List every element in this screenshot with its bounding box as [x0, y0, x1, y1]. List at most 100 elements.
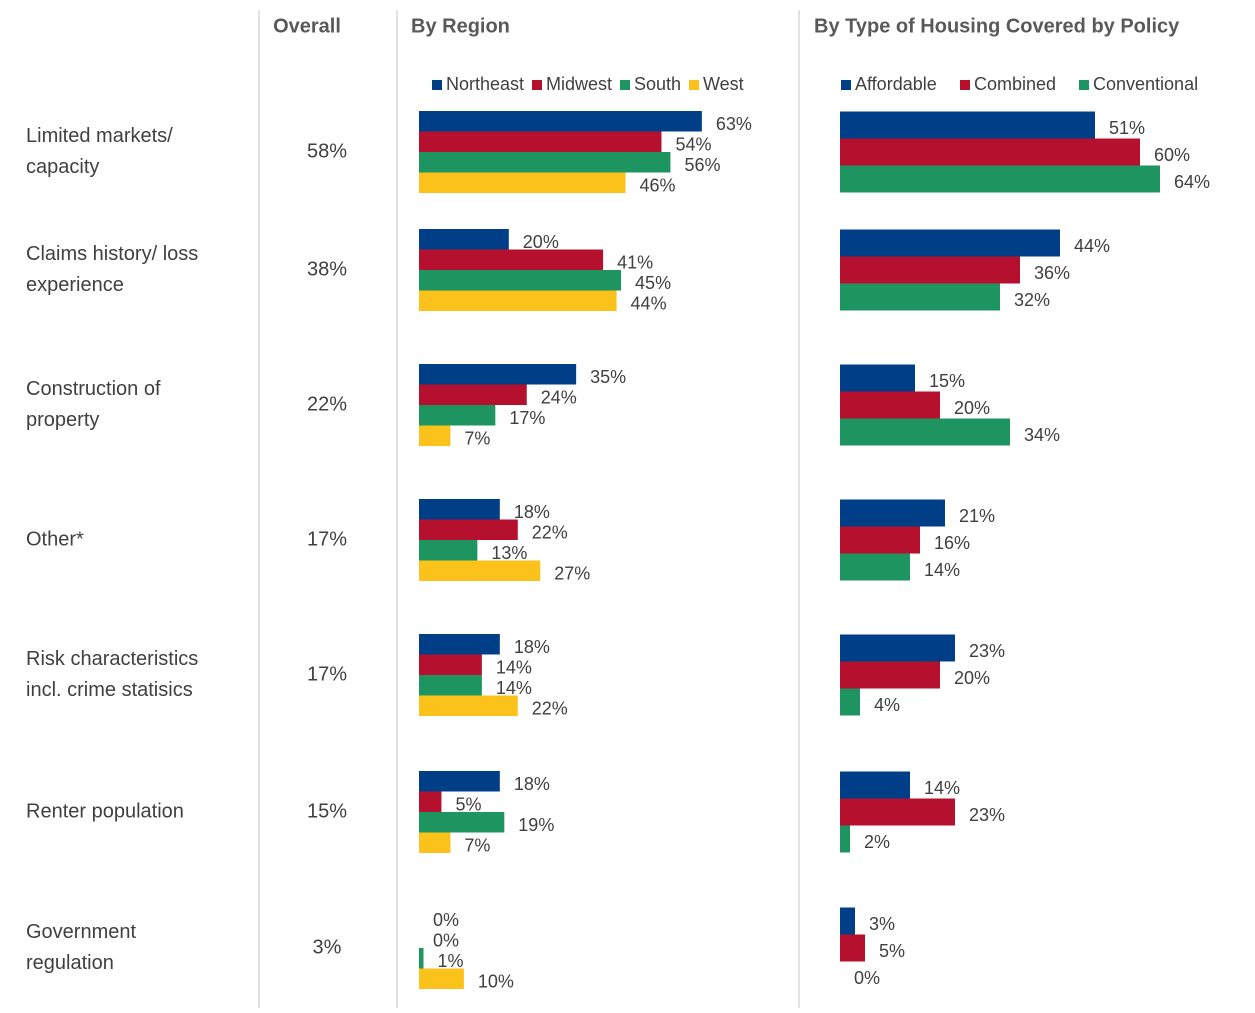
bar — [840, 934, 865, 962]
bar — [840, 688, 860, 716]
bar-label: 13% — [491, 543, 527, 563]
bar-label: 3% — [869, 914, 895, 934]
bar — [419, 968, 464, 989]
legend-label: Combined — [974, 74, 1056, 94]
bar-label: 4% — [874, 695, 900, 715]
bar-label: 22% — [532, 699, 568, 719]
bar-label: 45% — [635, 273, 671, 293]
bar-label: 14% — [924, 560, 960, 580]
bar — [419, 131, 662, 152]
legend-label: Midwest — [546, 74, 612, 94]
bar-label: 15% — [929, 371, 965, 391]
bar-label: 0% — [433, 910, 459, 930]
bar-label: 54% — [675, 135, 711, 155]
bar — [419, 519, 518, 540]
overall-value: 17% — [307, 528, 347, 550]
bar-label: 0% — [433, 931, 459, 951]
bar — [840, 526, 920, 554]
legend-swatch — [432, 80, 442, 90]
bar — [840, 364, 915, 392]
row-label: Other* — [26, 528, 84, 550]
bar — [419, 290, 617, 311]
bar — [840, 771, 910, 799]
row-label: Government — [26, 921, 136, 943]
bar — [840, 111, 1095, 139]
row-label: Risk characteristics — [26, 648, 198, 670]
bar — [419, 948, 424, 969]
legend-swatch — [689, 80, 699, 90]
bar-label: 20% — [954, 668, 990, 688]
legend-label: Conventional — [1093, 74, 1198, 94]
bar — [419, 152, 671, 173]
bar — [419, 695, 518, 716]
bar-label: 14% — [496, 658, 532, 678]
overall-value: 3% — [313, 936, 342, 958]
overall-value: 17% — [307, 663, 347, 685]
bar-label: 23% — [969, 805, 1005, 825]
bar — [840, 165, 1160, 193]
bar-label: 44% — [631, 294, 667, 314]
legend-label: West — [703, 74, 744, 94]
bar — [419, 249, 604, 270]
bar — [840, 661, 940, 689]
bar-label: 16% — [934, 533, 970, 553]
row-label: property — [26, 409, 99, 431]
bar — [840, 283, 1000, 311]
legend-swatch — [960, 80, 970, 90]
bar-label: 0% — [854, 968, 880, 988]
legend-label: Affordable — [855, 74, 937, 94]
overall-value: 15% — [307, 800, 347, 822]
bar-label: 14% — [924, 778, 960, 798]
bar — [419, 771, 500, 792]
bar-label: 56% — [684, 155, 720, 175]
legend-swatch — [620, 80, 630, 90]
bar — [840, 825, 850, 853]
bar — [840, 229, 1060, 257]
bar-label: 32% — [1014, 290, 1050, 310]
column-header: By Region — [411, 15, 510, 37]
bar-label: 23% — [969, 641, 1005, 661]
row-label: Limited markets/ — [26, 125, 173, 147]
bar-label: 35% — [590, 367, 626, 387]
row-label: incl. crime statisics — [26, 679, 193, 701]
bar — [419, 425, 451, 446]
bar — [419, 634, 500, 655]
bar-label: 5% — [879, 941, 905, 961]
overall-value: 58% — [307, 140, 347, 162]
bar-label: 18% — [514, 637, 550, 657]
bar — [840, 634, 955, 662]
bar — [840, 391, 940, 419]
bar-label: 22% — [532, 523, 568, 543]
bar — [419, 540, 478, 561]
bar-label: 7% — [464, 429, 490, 449]
bar — [419, 832, 451, 853]
bar-label: 2% — [864, 832, 890, 852]
bar-label: 63% — [716, 114, 752, 134]
bar-label: 44% — [1074, 236, 1110, 256]
bar — [419, 560, 541, 581]
bar-label: 20% — [954, 398, 990, 418]
bar-label: 19% — [518, 815, 554, 835]
bar-label: 51% — [1109, 118, 1145, 138]
bar — [419, 229, 509, 250]
bar-label: 20% — [523, 232, 559, 252]
bar-label: 46% — [640, 176, 676, 196]
legend-swatch — [532, 80, 542, 90]
legend-swatch — [841, 80, 851, 90]
bar-label: 17% — [509, 408, 545, 428]
legend-swatch — [1079, 80, 1089, 90]
row-label: capacity — [26, 156, 99, 178]
bar-label: 14% — [496, 678, 532, 698]
overall-value: 38% — [307, 258, 347, 280]
bar — [419, 111, 702, 132]
bar-label: 60% — [1154, 145, 1190, 165]
column-header: Overall — [273, 15, 341, 37]
legend-label: Northeast — [446, 74, 524, 94]
bar-label: 10% — [478, 972, 514, 992]
bar-label: 5% — [455, 795, 481, 815]
row-label: Claims history/ loss — [26, 243, 198, 265]
bar-label: 41% — [617, 253, 653, 273]
bar-label: 36% — [1034, 263, 1070, 283]
